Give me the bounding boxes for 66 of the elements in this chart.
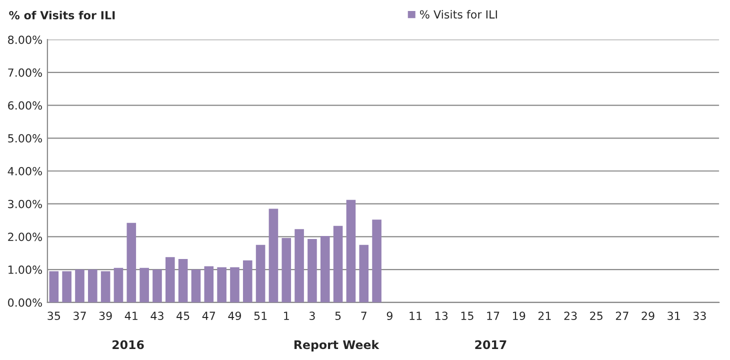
x-tick-label: 13 — [436, 312, 448, 320]
y-tick-label: 3.00% — [8, 200, 42, 208]
x-tick-label: 51 — [254, 312, 267, 320]
bar — [152, 270, 162, 302]
x-tick-label: 39 — [99, 312, 112, 320]
x-tick-label: 33 — [693, 312, 706, 320]
x-tick-label: 5 — [335, 312, 341, 320]
x-tick-label: 35 — [48, 312, 60, 320]
x-tick-label: 41 — [124, 312, 138, 320]
bar — [230, 267, 240, 302]
bar — [100, 271, 110, 302]
bar — [333, 226, 343, 302]
bar — [242, 260, 252, 302]
bar — [346, 200, 356, 302]
text: 2016 — [112, 340, 144, 350]
x-tick-label: 15 — [461, 312, 474, 320]
x-tick-label: 1 — [284, 312, 289, 320]
x-tick-label: 31 — [668, 312, 680, 320]
bar — [204, 266, 214, 302]
y-axis-title: % of Visits for ILI — [9, 10, 115, 20]
bar — [88, 270, 98, 302]
y-tick-label: 4.00% — [8, 166, 42, 176]
x-tick-label: 25 — [590, 312, 602, 320]
y-tick-label: 5.00% — [8, 134, 42, 143]
x-tick-label: 27 — [616, 312, 628, 320]
x-tick-label: 45 — [176, 312, 190, 320]
bar — [178, 259, 188, 302]
y-tick-label: 6.00% — [8, 101, 42, 110]
bar — [62, 271, 72, 302]
x-tick-label: 17 — [487, 312, 500, 320]
x-tick-label: 49 — [228, 312, 242, 320]
y-tick-label: 8.00% — [8, 36, 42, 44]
bar — [165, 257, 175, 302]
x-tick-label: 47 — [202, 312, 216, 320]
bar — [268, 208, 278, 302]
x-tick-label: 43 — [150, 312, 164, 320]
x-tick-label: 21 — [538, 312, 551, 320]
x-tick-label: 3 — [310, 312, 315, 320]
x-axis-title: Report Week — [294, 340, 380, 352]
x-tick-label: 23 — [564, 312, 577, 320]
bar — [217, 267, 226, 302]
bar — [359, 244, 369, 302]
bar — [49, 271, 59, 302]
x-tick-label: 37 — [74, 312, 86, 320]
x-tick-label: 9 — [386, 312, 392, 320]
bar — [126, 222, 136, 302]
x-tick-label: 7 — [361, 312, 366, 320]
y-tick-label: 1.00% — [8, 266, 42, 274]
bar — [75, 270, 84, 302]
bar — [320, 236, 330, 302]
bar — [282, 238, 292, 302]
bar — [140, 268, 149, 302]
bar — [294, 229, 304, 302]
bar — [114, 268, 124, 302]
text: 2017 — [475, 340, 506, 350]
bar — [256, 244, 266, 302]
bar — [372, 220, 382, 302]
x-tick-label: 29 — [642, 312, 654, 320]
y-tick-label: 7.00% — [8, 68, 42, 77]
x-tick-label: 11 — [410, 312, 422, 320]
x-tick-label: 19 — [513, 312, 526, 320]
y-tick-label: 2.00% — [8, 232, 42, 242]
bar — [308, 239, 317, 302]
legend-label: % Visits for ILI — [420, 10, 497, 19]
bar — [191, 270, 201, 302]
y-tick-label: 0.00% — [8, 298, 42, 307]
